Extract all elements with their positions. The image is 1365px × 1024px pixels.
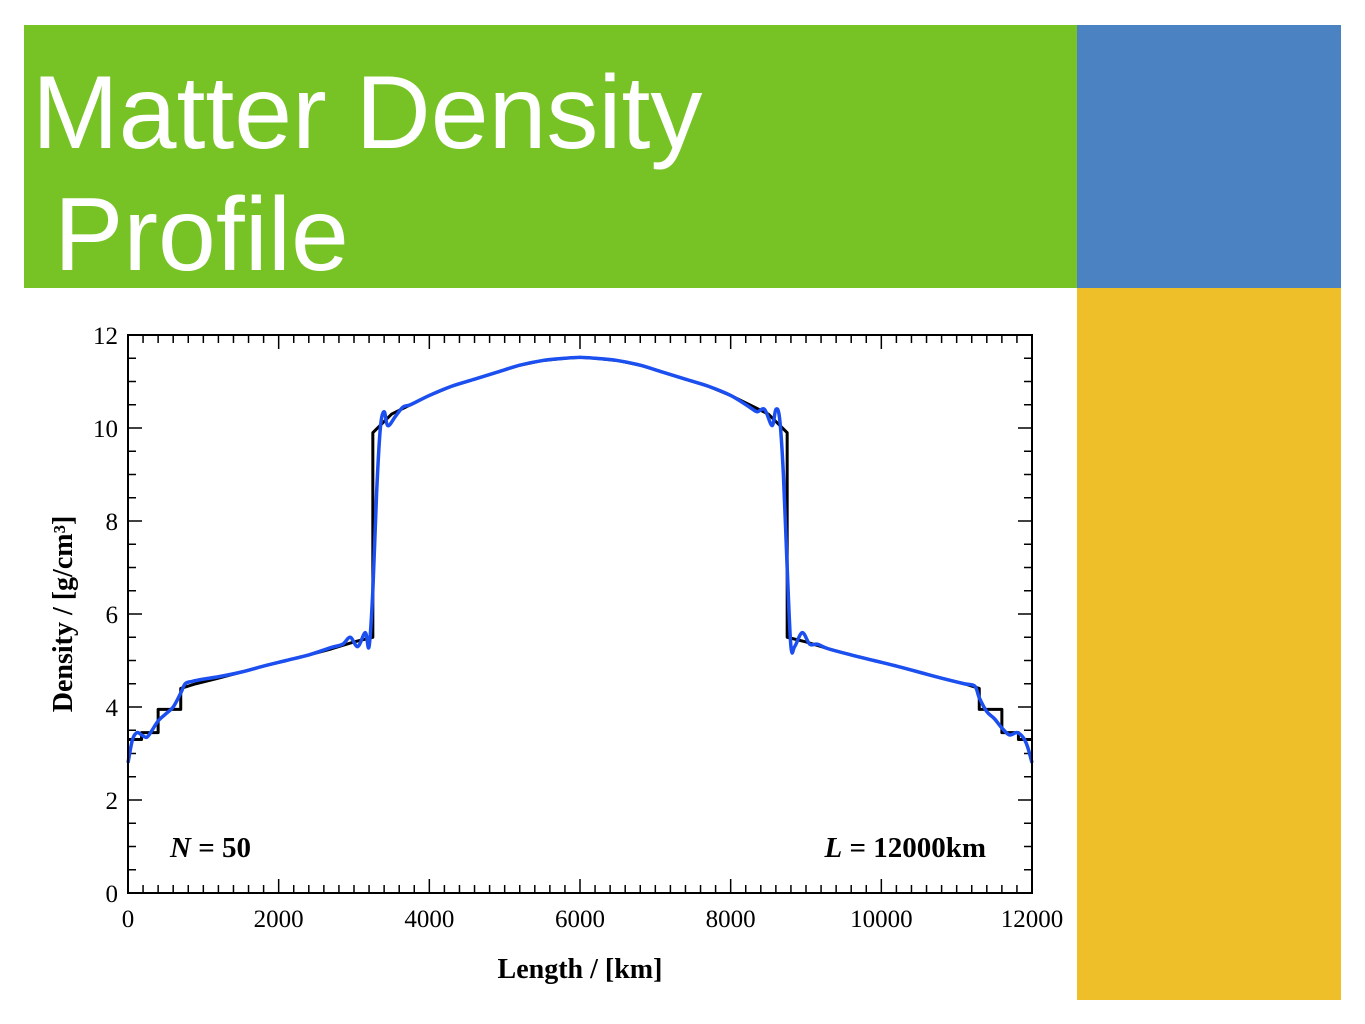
slide-title-line2: Profile — [54, 177, 349, 293]
plot-frame — [127, 334, 1033, 894]
x-tick-labels: 0 2000 4000 6000 8000 10000 12000 — [122, 906, 1064, 933]
annotation-n: N = 50 — [169, 832, 251, 864]
y-tick-label: 6 — [106, 602, 119, 629]
series-line-step-profile — [128, 355, 1032, 742]
y-tick-label: 12 — [93, 323, 118, 350]
title-band: Matter Density Profile — [24, 25, 1077, 288]
series-lines — [126, 355, 1034, 764]
series-line-fourier-fit — [126, 355, 1034, 764]
annotation-l: L = 12000km — [823, 832, 986, 864]
slide-title-line1: Matter Density — [32, 55, 703, 171]
y-tick-label: 8 — [106, 509, 119, 536]
x-tick-label: 2000 — [254, 906, 304, 933]
axis-ticks — [127, 334, 1033, 894]
y-tick-label: 0 — [106, 881, 119, 908]
y-tick-label: 10 — [93, 416, 118, 443]
y-axis-label: Density / [g/cm³] — [48, 516, 79, 713]
x-tick-label: 10000 — [850, 906, 913, 933]
gold-accent-block — [1077, 288, 1341, 1000]
y-tick-labels: 0 2 4 6 8 10 12 — [93, 323, 119, 908]
x-tick-label: 8000 — [706, 906, 756, 933]
x-tick-label: 12000 — [1001, 906, 1064, 933]
x-tick-label: 6000 — [555, 906, 605, 933]
x-tick-label: 0 — [122, 906, 135, 933]
x-axis-label: Length / [km] — [498, 954, 663, 985]
density-chart: 0 2000 4000 6000 8000 10000 12000 0 2 4 6 8 10 12 Le… — [48, 323, 1064, 985]
x-tick-label: 4000 — [404, 906, 454, 933]
y-tick-label: 2 — [106, 788, 119, 815]
blue-accent-block — [1077, 25, 1341, 288]
y-tick-label: 4 — [106, 695, 119, 722]
